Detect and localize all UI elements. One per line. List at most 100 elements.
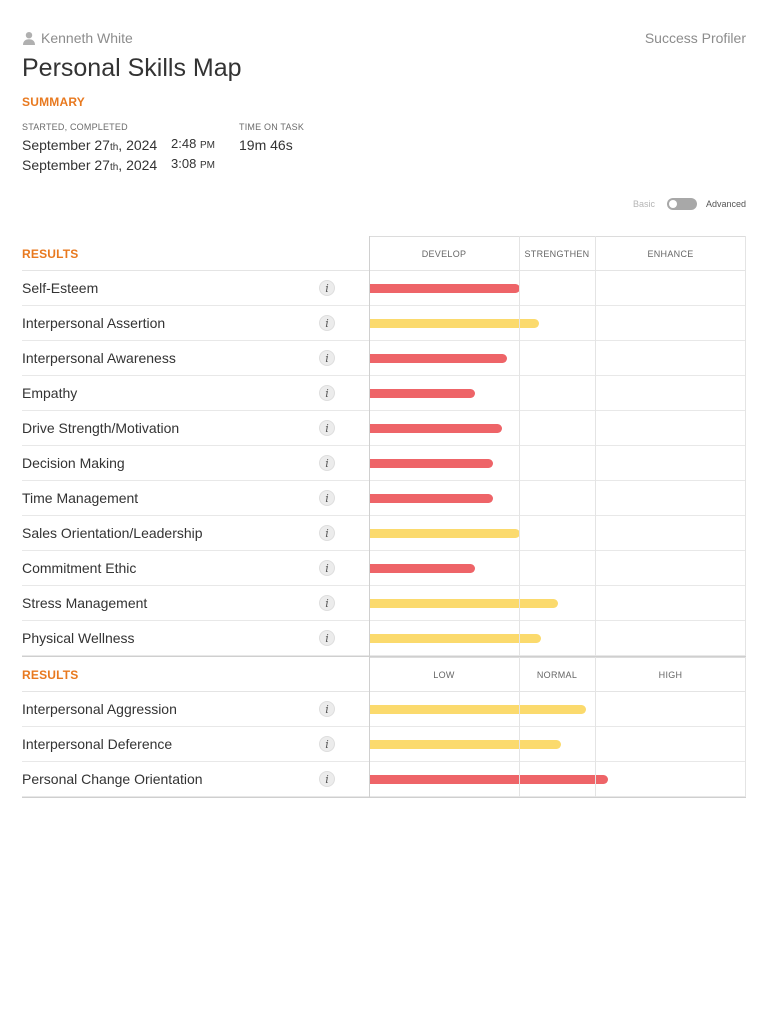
results-header: RESULTS LOW NORMAL HIGH [22, 657, 746, 692]
score-bar [369, 634, 541, 643]
result-row: Self-Esteem i [22, 271, 746, 306]
score-bar [369, 389, 475, 398]
results-heading: RESULTS [22, 247, 79, 261]
bar-track [369, 446, 746, 480]
view-toggle-switch[interactable] [666, 198, 697, 210]
started-completed-label: STARTED, COMPLETED [22, 122, 128, 132]
result-row: Interpersonal Assertion i [22, 306, 746, 341]
skill-label: Physical Wellness [22, 630, 135, 646]
summary-heading: SUMMARY [22, 95, 85, 109]
scale-header: DEVELOP STRENGTHEN ENHANCE [369, 236, 746, 271]
advanced-label[interactable]: Advanced [705, 199, 746, 209]
info-icon[interactable]: i [319, 525, 335, 541]
score-bar [369, 705, 586, 714]
skill-label: Stress Management [22, 595, 148, 611]
score-bar [369, 354, 507, 363]
bar-track [369, 692, 746, 726]
time-on-task-value: 19m 46s [239, 137, 293, 153]
score-bar [369, 424, 502, 433]
skill-label: Decision Making [22, 455, 125, 471]
info-icon[interactable]: i [319, 595, 335, 611]
completed-date: September 27th, 2024 [22, 157, 158, 173]
scale-header: LOW NORMAL HIGH [369, 657, 746, 692]
started-date: September 27th, 2024 [22, 137, 158, 153]
skill-label: Personal Change Orientation [22, 771, 203, 787]
view-toggle-group: Basic Advanced [633, 198, 746, 210]
user-info[interactable]: Kenneth White [22, 30, 133, 46]
score-bar [369, 775, 608, 784]
info-icon[interactable]: i [319, 736, 335, 752]
result-row: Sales Orientation/Leadership i [22, 516, 746, 551]
skills-results-table: RESULTS DEVELOP STRENGTHEN ENHANCE Self-Este… [22, 236, 746, 657]
result-row: Time Management i [22, 481, 746, 516]
score-bar [369, 564, 475, 573]
bar-track [369, 727, 746, 761]
user-name: Kenneth White [41, 30, 133, 46]
info-icon[interactable]: i [319, 701, 335, 717]
info-icon[interactable]: i [319, 560, 335, 576]
basic-label[interactable]: Basic [632, 199, 655, 209]
info-icon[interactable]: i [319, 350, 335, 366]
skill-label: Interpersonal Deference [22, 736, 173, 752]
results-header: RESULTS DEVELOP STRENGTHEN ENHANCE [22, 236, 746, 271]
scale-label-low: LOW [433, 670, 455, 680]
skill-label: Empathy [22, 385, 78, 401]
info-icon[interactable]: i [319, 630, 335, 646]
top-bar: Kenneth White Success Profiler [22, 30, 746, 48]
skill-label: Time Management [22, 490, 139, 506]
result-row: Personal Change Orientation i [22, 762, 746, 797]
app-name: Success Profiler [644, 30, 746, 46]
bar-track [369, 586, 746, 620]
bar-track [369, 762, 746, 796]
bar-track [369, 411, 746, 445]
info-icon[interactable]: i [319, 280, 335, 296]
bar-track [369, 551, 746, 585]
result-row: Interpersonal Deference i [22, 727, 746, 762]
score-bar [369, 599, 558, 608]
bar-track [369, 481, 746, 515]
skill-label: Interpersonal Aggression [22, 701, 177, 717]
started-time: 2:48 PM [171, 136, 215, 151]
result-row: Commitment Ethic i [22, 551, 746, 586]
result-row: Stress Management i [22, 586, 746, 621]
scale-label-high: HIGH [658, 670, 683, 680]
bar-track [369, 271, 746, 305]
score-bar [369, 319, 539, 328]
skill-label: Sales Orientation/Leadership [22, 525, 203, 541]
info-icon[interactable]: i [319, 315, 335, 331]
skill-label: Commitment Ethic [22, 560, 137, 576]
skill-label: Interpersonal Assertion [22, 315, 166, 331]
result-row: Decision Making i [22, 446, 746, 481]
bar-track [369, 341, 746, 375]
score-bar [369, 284, 520, 293]
info-icon[interactable]: i [319, 771, 335, 787]
bar-track [369, 621, 746, 655]
user-icon [23, 32, 35, 45]
info-icon[interactable]: i [319, 490, 335, 506]
result-row: Empathy i [22, 376, 746, 411]
scale-label-normal: NORMAL [536, 670, 578, 680]
score-bar [369, 740, 561, 749]
scale-label-strengthen: STRENGTHEN [524, 249, 590, 259]
score-bar [369, 529, 520, 538]
skill-label: Self-Esteem [22, 280, 99, 296]
bar-track [369, 516, 746, 550]
info-icon[interactable]: i [319, 385, 335, 401]
time-on-task-label: TIME ON TASK [239, 122, 305, 132]
info-icon[interactable]: i [319, 455, 335, 471]
bar-track [369, 306, 746, 340]
scale-label-enhance: ENHANCE [647, 249, 694, 259]
completed-time: 3:08 PM [171, 156, 215, 171]
page-title: Personal Skills Map [22, 54, 242, 82]
toggle-knob [668, 200, 677, 208]
skill-label: Drive Strength/Motivation [22, 420, 180, 436]
score-bar [369, 459, 493, 468]
info-icon[interactable]: i [319, 420, 335, 436]
score-bar [369, 494, 493, 503]
result-row: Drive Strength/Motivation i [22, 411, 746, 446]
result-row: Interpersonal Aggression i [22, 692, 746, 727]
skill-label: Interpersonal Awareness [22, 350, 176, 366]
result-row: Physical Wellness i [22, 621, 746, 656]
result-row: Interpersonal Awareness i [22, 341, 746, 376]
results-heading: RESULTS [22, 668, 79, 682]
